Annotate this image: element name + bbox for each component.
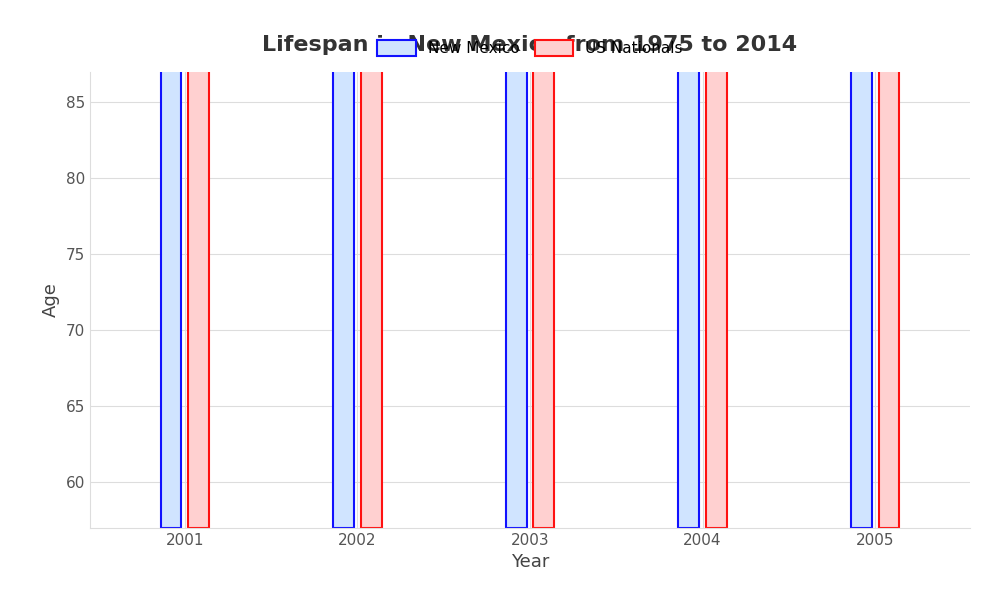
Bar [361,0,382,528]
X-axis label: Year: Year [511,553,549,571]
Bar [851,0,872,528]
Bar [506,0,527,528]
Bar [879,0,899,528]
Bar [533,0,554,528]
Bar [161,0,181,528]
Bar [333,0,354,528]
Legend: New Mexico, US Nationals: New Mexico, US Nationals [371,34,689,62]
Bar [706,0,727,528]
Bar [188,0,209,528]
Y-axis label: Age: Age [42,283,60,317]
Bar [678,0,699,528]
Title: Lifespan in New Mexico from 1975 to 2014: Lifespan in New Mexico from 1975 to 2014 [262,35,798,55]
